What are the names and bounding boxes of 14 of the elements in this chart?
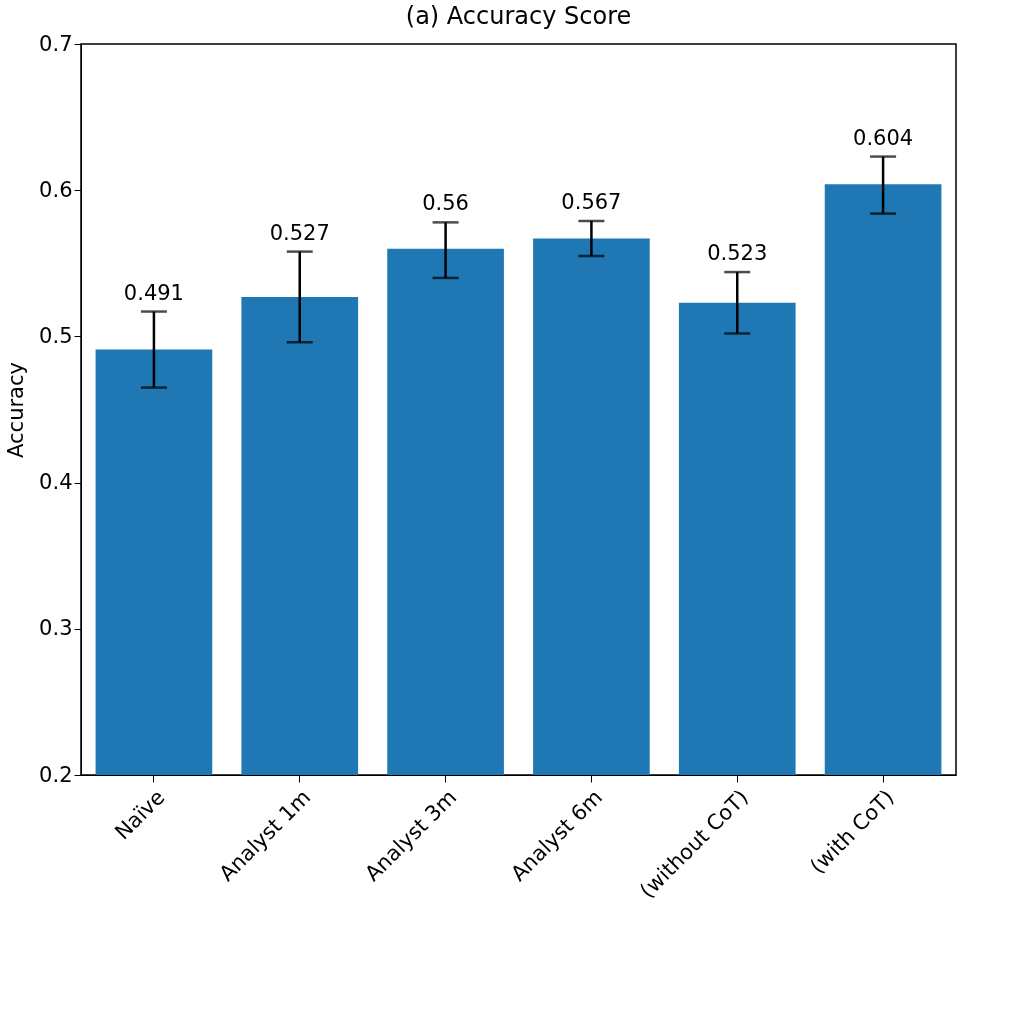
chart-title: (a) Accuracy Score: [405, 2, 632, 30]
y-axis-title: Accuracy: [4, 362, 29, 458]
y-tick-label: 0.2: [39, 762, 73, 787]
data-label: 0.491: [123, 280, 184, 305]
y-tick-label: 0.3: [39, 616, 73, 641]
data-label: 0.604: [853, 125, 914, 150]
y-tick-label: 0.4: [39, 470, 73, 495]
y-tick-label: 0.7: [39, 31, 73, 56]
y-tick-label: 0.6: [39, 177, 73, 202]
data-label: 0.567: [561, 189, 622, 214]
data-label: 0.56: [422, 191, 469, 216]
y-tick-label: 0.5: [39, 323, 73, 348]
data-label: 0.527: [269, 220, 330, 245]
data-label: 0.523: [707, 241, 768, 266]
